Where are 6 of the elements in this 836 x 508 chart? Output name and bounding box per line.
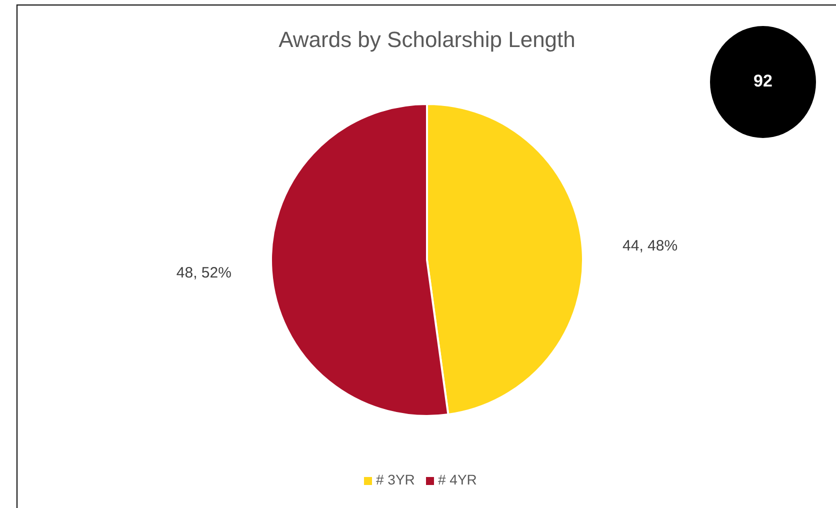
text: 92 — [754, 71, 772, 90]
data-label: 48, 52% — [176, 264, 232, 282]
legend-label: # 4YR — [438, 472, 477, 488]
data-label: 44, 48% — [622, 238, 678, 255]
chart-title: Awards by Scholarship Length — [278, 27, 576, 52]
legend-label: # 3YR — [376, 472, 415, 488]
